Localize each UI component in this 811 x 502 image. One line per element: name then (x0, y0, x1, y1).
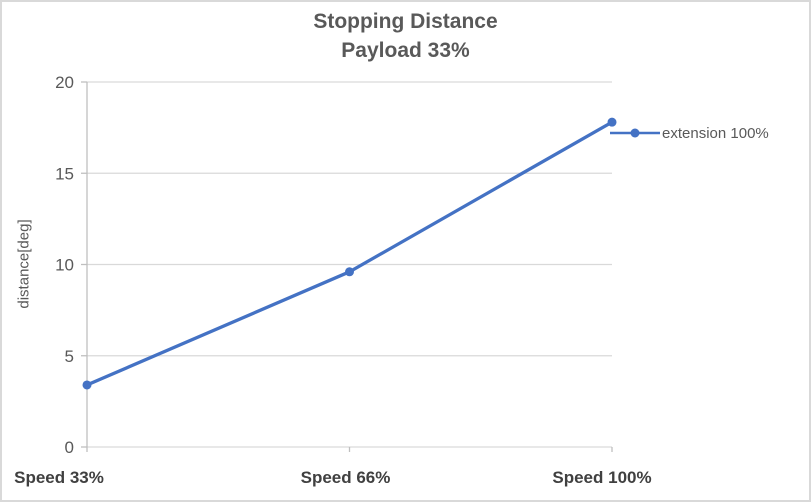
x-category-label: Speed 100% (552, 468, 651, 487)
y-tick-label: 5 (65, 347, 74, 366)
x-category-label: Speed 33% (14, 468, 104, 487)
y-tick-label: 15 (55, 164, 74, 183)
x-category-label: Speed 66% (301, 468, 391, 487)
data-point-marker (607, 117, 617, 127)
series-line (85, 120, 614, 387)
data-point-marker (345, 267, 354, 277)
chart-title-block: Stopping Distance Payload 33% (2, 7, 809, 65)
legend-marker-icon (610, 128, 660, 138)
legend-label: extension 100% (662, 124, 769, 142)
y-tick-label: 10 (55, 256, 74, 275)
data-point-marker (82, 380, 92, 390)
legend: extension 100% (610, 123, 769, 143)
chart-subtitle: Payload 33% (341, 39, 470, 62)
y-tick-label: 0 (65, 438, 74, 457)
chart-title: Stopping Distance (313, 10, 498, 33)
legend-dot-swatch (630, 128, 640, 138)
y-tick-label: 20 (55, 73, 74, 92)
